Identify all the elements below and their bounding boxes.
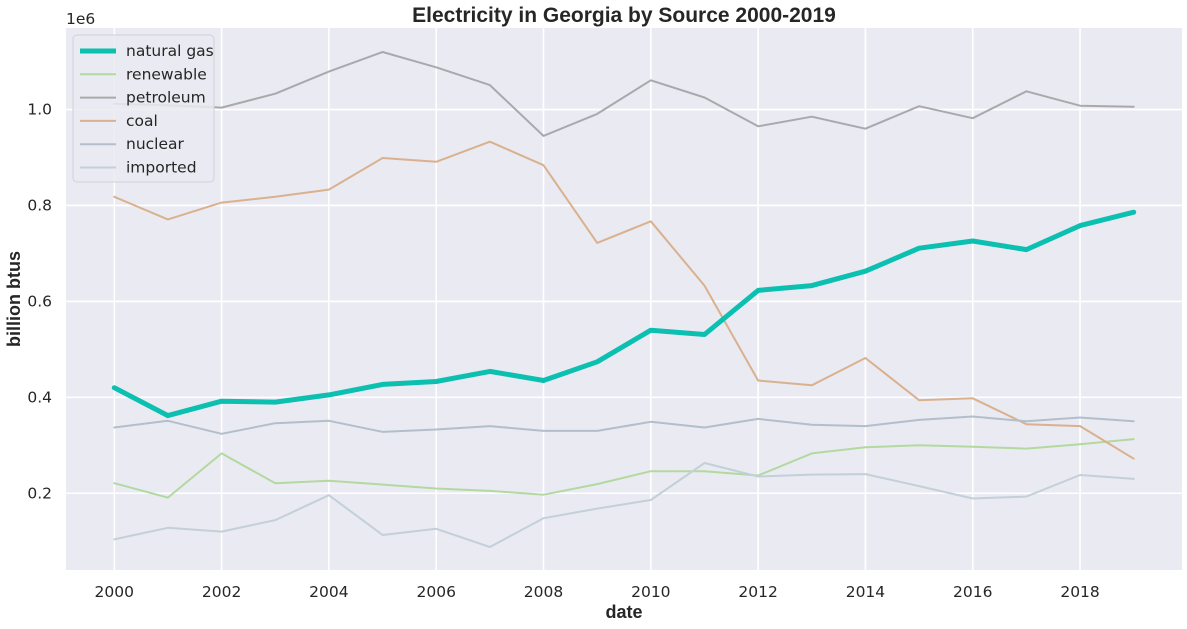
legend-label: nuclear xyxy=(126,135,185,153)
series-line-nuclear xyxy=(113,415,1135,435)
y-axis-label: billion btus xyxy=(4,251,24,347)
gridlines xyxy=(66,28,1182,570)
legend-label: imported xyxy=(126,159,197,177)
series-coal xyxy=(113,140,1135,460)
x-tick-label: 2006 xyxy=(416,583,455,601)
y-tick-label: 1.0 xyxy=(27,101,52,119)
x-tick-label: 2018 xyxy=(1060,583,1099,601)
series-nuclear xyxy=(113,415,1135,435)
x-tick-label: 2008 xyxy=(524,583,563,601)
y-tick-label: 0.2 xyxy=(27,484,52,502)
x-tick-label: 2012 xyxy=(738,583,777,601)
y-tick-label: 0.4 xyxy=(27,388,52,406)
x-tick-label: 2010 xyxy=(631,583,670,601)
plot-background xyxy=(66,28,1182,570)
legend-label: petroleum xyxy=(126,89,206,107)
legend-label: natural gas xyxy=(126,42,214,60)
x-tick-labels: 2000 2002 2004 2006 2008 2010 2012 2014 2016 2018 xyxy=(95,583,1100,601)
x-tick-label: 2000 xyxy=(95,583,134,601)
series-natural-gas xyxy=(111,209,1137,419)
series-line-renewable xyxy=(113,438,1135,499)
legend: natural gas renewable petroleum coal nuclear… xyxy=(72,34,215,183)
y-tick-label: 0.8 xyxy=(27,196,52,214)
series-imported xyxy=(113,462,1135,548)
x-tick-label: 2002 xyxy=(202,583,241,601)
series-line-imported xyxy=(113,462,1135,548)
legend-label: coal xyxy=(126,112,158,130)
legend-label: renewable xyxy=(126,65,207,83)
y-scale-label: 1e6 xyxy=(66,10,95,28)
legend-box xyxy=(72,34,215,183)
x-tick-label: 2016 xyxy=(953,583,992,601)
chart-title: Electricity in Georgia by Source 2000-20… xyxy=(412,4,836,27)
y-tick-label: 0.6 xyxy=(27,292,52,310)
series-petroleum xyxy=(113,51,1135,137)
y-tick-labels: 0.2 0.4 0.6 0.8 1.0 xyxy=(27,101,52,503)
x-axis-label: date xyxy=(605,602,642,622)
series-line-petroleum xyxy=(113,51,1135,137)
series-renewable xyxy=(113,438,1135,499)
x-tick-label: 2014 xyxy=(846,583,885,601)
series-line-coal xyxy=(113,140,1135,460)
x-tick-label: 2004 xyxy=(309,583,348,601)
series-lines xyxy=(111,51,1137,548)
series-line-natural-gas xyxy=(111,209,1137,419)
